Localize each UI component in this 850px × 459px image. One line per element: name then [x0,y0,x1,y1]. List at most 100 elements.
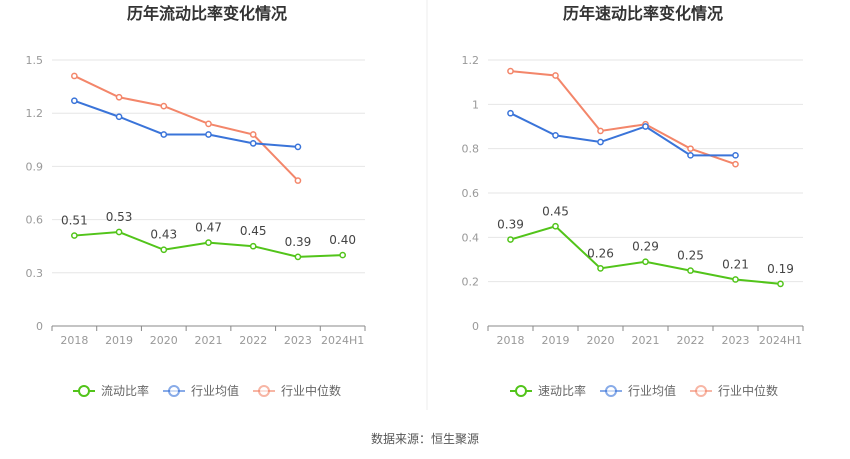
data-label: 0.25 [677,249,704,263]
y-tick-label: 0.6 [462,187,480,200]
y-tick-label: 0 [472,320,479,333]
data-point-company [205,239,212,247]
x-tick-label: 2022 [239,334,267,347]
data-label: 0.19 [767,262,794,276]
legend-label-avg: 行业均值 [628,383,676,398]
data-point-median [294,177,302,184]
x-tick-label: 2020 [150,334,178,347]
data-point-avg [249,139,257,147]
x-tick-label: 2024H1 [759,334,802,347]
data-point-company [160,246,168,254]
y-tick-label: 1.2 [462,54,480,67]
y-tick-label: 0.6 [26,214,44,227]
x-tick-label: 2020 [587,334,615,347]
data-point-company [294,253,302,261]
legend-marker-median [695,385,707,397]
chart-title: 历年速动比率变化情况 [563,4,723,23]
x-tick-label: 2021 [632,334,660,347]
data-label: 0.45 [240,224,267,238]
data-label: 0.29 [632,240,659,254]
y-tick-label: 0 [36,320,43,333]
legend-label-median: 行业中位数 [718,383,778,398]
data-label: 0.21 [722,257,749,271]
x-tick-label: 2021 [195,334,223,347]
data-point-avg [294,143,302,151]
data-point-avg [205,131,212,138]
x-tick-label: 2023 [284,334,312,347]
data-label: 0.39 [285,235,312,249]
data-point-company [115,228,123,236]
y-tick-label: 1.5 [26,54,44,67]
data-point-company [71,232,78,239]
data-point-avg [597,138,604,146]
data-point-median [507,67,514,75]
legend-label-company: 流动比率 [101,383,149,398]
data-point-company [552,222,559,230]
data-point-median [597,127,604,135]
data-label: 0.39 [497,218,524,232]
data-point-company [507,236,514,243]
y-tick-label: 0.4 [462,231,480,244]
data-point-company [597,265,604,272]
data-label: 0.26 [587,246,614,260]
x-tick-label: 2022 [677,334,705,347]
quick-ratio-chart: 历年速动比率变化情况 0 0.2 0.4 0.6 0.8 1 1.2 2018 2019 2020 2… [462,4,804,398]
data-point-company [777,280,784,288]
data-label: 0.51 [61,214,88,228]
y-tick-label: 0.3 [26,267,44,280]
legend-marker-company [515,385,527,397]
legend-label-company: 速动比率 [538,383,586,398]
data-point-median [160,102,168,110]
current-ratio-chart: 历年流动比率变化情况 0 0.3 0.6 0.9 1.2 1.5 2018 2019 2020 20… [26,4,366,398]
data-point-median [687,145,694,153]
data-point-avg [71,97,78,105]
series-line-company [510,225,781,285]
data-label: 0.45 [542,204,569,218]
x-tick-label: 2018 [60,334,88,347]
x-tick-label: 2018 [497,334,525,347]
y-tick-label: 1 [472,98,479,111]
legend-marker-median [258,385,270,397]
data-point-company [642,258,649,266]
data-point-avg [732,151,739,159]
data-point-median [249,131,257,138]
data-point-company [687,267,694,274]
data-point-avg [160,131,168,138]
x-tick-label: 2019 [105,334,133,347]
series-line-median [510,70,736,166]
legend-label-median: 行业中位数 [281,383,341,398]
data-point-avg [642,123,649,130]
data-point-avg [687,151,694,159]
series-line-median [73,75,299,182]
x-tick-label: 2023 [722,334,750,347]
data-point-median [552,72,559,79]
data-label: 0.43 [150,228,177,242]
data-point-avg [115,113,123,121]
data-label: 0.53 [106,210,133,224]
data-point-avg [507,109,514,117]
series-line-avg [74,99,299,148]
data-point-median [71,72,78,80]
legend-marker-avg [605,385,617,397]
series-line-avg [510,112,736,157]
x-tick-label: 2024H1 [321,334,364,347]
data-label: 0.47 [195,221,222,235]
data-point-avg [552,132,559,139]
data-point-company [732,276,739,283]
legend-label-avg: 行业均值 [191,383,239,398]
y-tick-label: 0.2 [462,276,480,289]
data-point-median [115,93,123,101]
data-point-median [732,160,739,168]
legend-marker-avg [168,385,180,397]
data-point-company [249,242,257,250]
data-point-median [205,120,212,128]
data-source: 数据来源：恒生聚源 [371,431,479,446]
legend-marker-company [78,385,90,397]
y-tick-label: 0.8 [462,143,480,156]
chart-title: 历年流动比率变化情况 [127,4,287,23]
x-tick-label: 2019 [542,334,570,347]
y-tick-label: 0.9 [26,160,44,173]
data-label: 0.40 [329,233,356,247]
data-point-company [339,251,346,259]
